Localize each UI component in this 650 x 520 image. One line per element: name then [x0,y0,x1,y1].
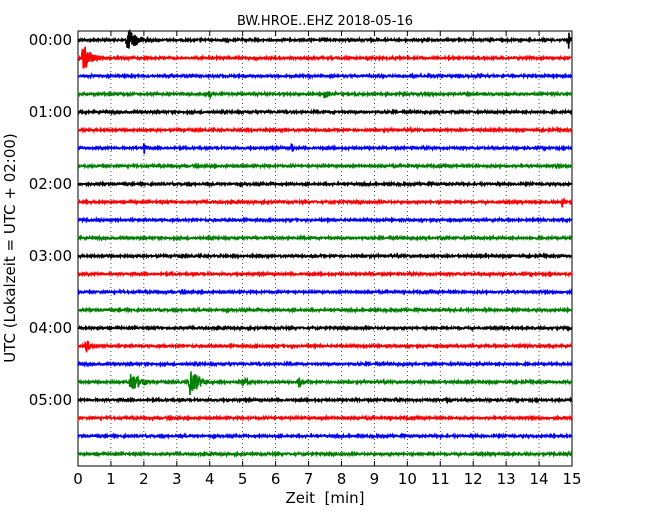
y-tick-labels: 00:00 01:00 02:00 03:00 04:00 05:00 [29,31,72,409]
seismic-trace [77,324,573,333]
seismic-trace [77,233,573,242]
x-tick-label: 4 [205,470,215,488]
x-axis-label: Zeit [min] [285,489,364,507]
x-tick-label: 0 [73,470,83,488]
trace-group [77,29,573,459]
seismic-trace [77,287,573,297]
seismic-trace [77,107,573,117]
seismic-trace [77,215,573,225]
seismic-trace [77,180,573,189]
seismic-trace [77,371,573,396]
y-tick-label: 05:00 [29,391,72,409]
seismic-trace [77,340,573,353]
x-tick-label: 9 [370,470,380,488]
x-tick-label: 15 [562,470,581,488]
seismic-trace [77,395,573,405]
y-tick-label: 03:00 [29,247,72,265]
chart-title: BW.HROE..EHZ 2018-05-16 [237,14,413,29]
x-grid [110,31,540,466]
seismic-trace [77,269,573,279]
x-tick-label: 5 [238,470,248,488]
x-tick-labels: 0 1 2 3 4 5 6 7 8 9 10 11 12 13 14 15 [73,470,581,488]
y-tick-label: 02:00 [29,175,72,193]
seismic-trace [77,125,573,135]
seismic-trace [77,449,573,459]
seismic-trace [77,90,573,100]
x-tick-label: 11 [431,470,450,488]
axis-ticks [77,31,573,466]
plot-frame [77,30,573,467]
y-tick-label: 00:00 [29,31,72,49]
x-tick-label: 12 [464,470,483,488]
seismic-trace [77,46,573,69]
x-tick-label: 10 [398,470,417,488]
seismic-trace [77,306,573,315]
x-tick-label: 14 [530,470,549,488]
x-tick-label: 6 [271,470,281,488]
seismic-trace [77,71,573,81]
seismic-trace [77,432,573,441]
x-tick-label: 13 [497,470,516,488]
x-tick-label: 2 [139,470,149,488]
y-axis-label: UTC (Lokalzeit = UTC + 02:00) [1,133,19,363]
x-tick-label: 7 [304,470,314,488]
seismic-trace [77,413,573,423]
x-tick-label: 8 [337,470,347,488]
seismic-trace [77,29,572,49]
seismic-trace [77,197,573,208]
y-tick-label: 01:00 [29,103,72,121]
seismic-trace [77,359,573,368]
x-tick-label: 1 [106,470,116,488]
seismic-trace [77,162,573,171]
x-tick-label: 3 [172,470,182,488]
seismic-trace [77,143,573,154]
y-tick-label: 04:00 [29,319,72,337]
seismic-trace [77,251,573,261]
